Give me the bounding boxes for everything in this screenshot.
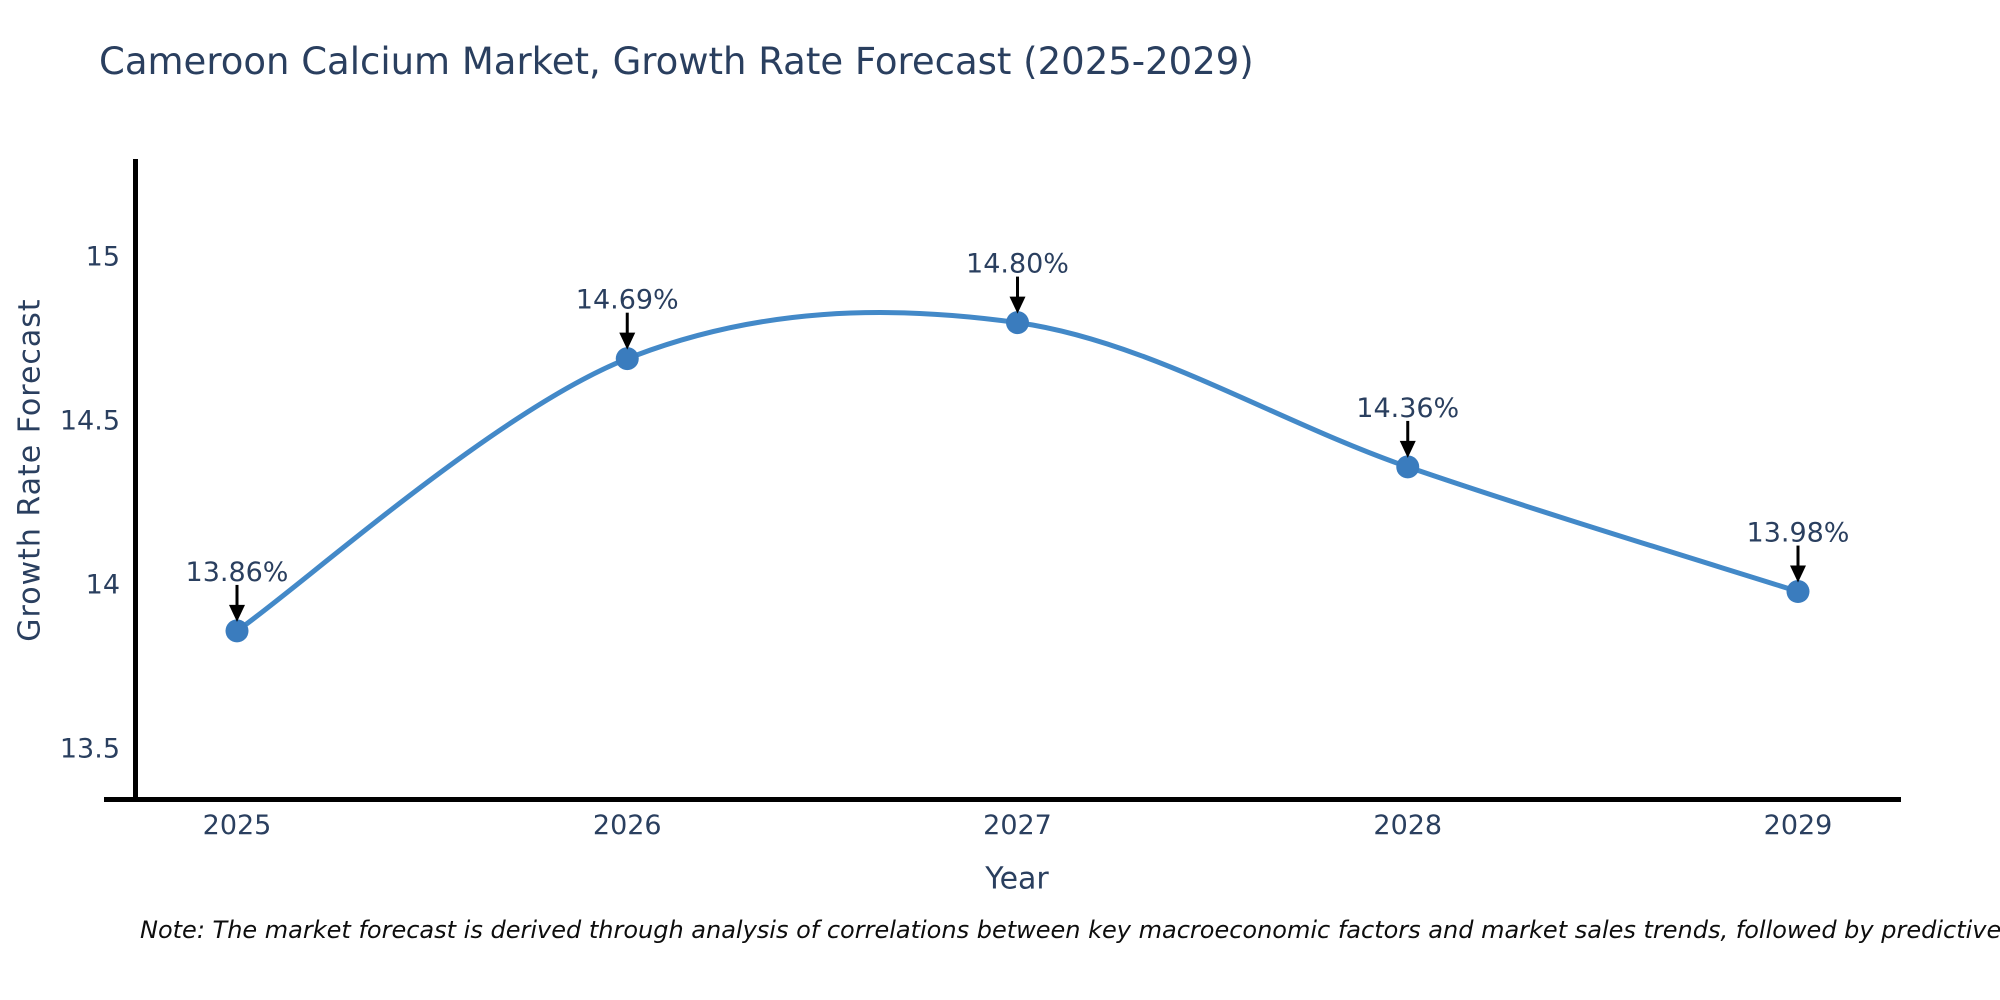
x-tick-label: 2029	[1764, 810, 1833, 841]
footnote: Note: The market forecast is derived thr…	[140, 916, 2000, 944]
data-point-marker	[225, 619, 249, 643]
data-point-marker	[1006, 311, 1029, 335]
x-tick-label: 2026	[593, 810, 662, 841]
y-tick-label: 13.5	[60, 734, 120, 765]
annotation-arrow-head	[1009, 296, 1026, 314]
x-tick-label: 2027	[983, 810, 1052, 841]
annotation-arrow-head	[229, 604, 245, 622]
data-point-label: 13.98%	[1747, 518, 1850, 549]
annotation-arrow-head	[1399, 440, 1416, 458]
x-tick-label: 2025	[203, 810, 272, 841]
data-point-label: 13.86%	[186, 557, 289, 588]
data-point-marker	[1396, 455, 1420, 479]
data-point-marker	[1786, 580, 1810, 604]
y-tick-label: 14	[86, 570, 120, 601]
y-tick-label: 14.5	[60, 406, 120, 437]
annotation-arrow-head	[1790, 565, 1806, 583]
chart-title: Cameroon Calcium Market, Growth Rate For…	[99, 40, 1254, 83]
x-axis-title: Year	[985, 861, 1049, 897]
forecast-line	[234, 310, 1801, 634]
data-point-label: 14.69%	[576, 285, 679, 316]
data-point-label: 14.36%	[1356, 393, 1459, 424]
data-point-label: 14.80%	[966, 249, 1069, 280]
x-tick-label: 2028	[1373, 810, 1442, 841]
y-tick-label: 15	[86, 242, 120, 273]
annotation-arrow-head	[619, 332, 636, 350]
data-point-marker	[615, 347, 639, 371]
